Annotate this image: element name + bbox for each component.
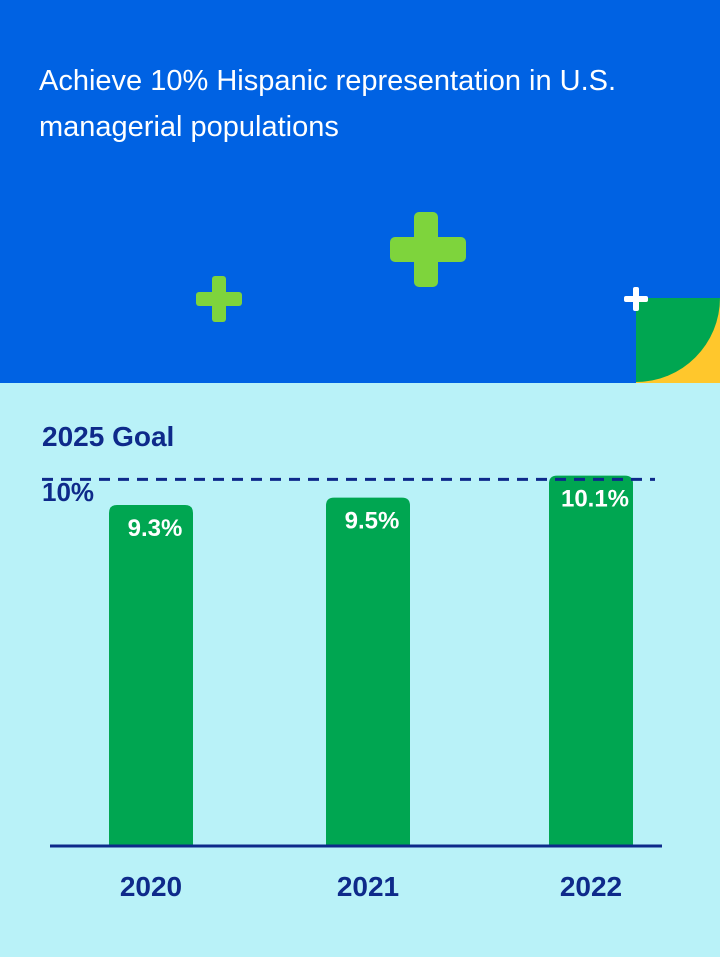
data-label-2022: 10.1%	[561, 486, 629, 513]
data-label-2020: 9.3%	[128, 515, 183, 542]
plus-icon	[196, 276, 242, 322]
plus-icon	[390, 212, 466, 287]
bar-2020	[109, 505, 193, 846]
data-label-2021: 9.5%	[345, 508, 400, 535]
page-title: Achieve 10% Hispanic representation in U…	[39, 65, 617, 143]
goal-label: 2025 Goal	[42, 421, 174, 452]
plus-icon	[624, 287, 648, 311]
goal-value-label: 10%	[42, 477, 94, 507]
x-tick-label-2021: 2021	[337, 871, 399, 902]
decorations	[196, 212, 720, 383]
bar-2021	[326, 497, 410, 846]
bar-2022	[549, 475, 633, 846]
chart-area: 2025 Goal 10% 9.3% 2020 9.5% 2021 10.1% 2022	[0, 383, 720, 952]
x-tick-label-2022: 2022	[560, 871, 622, 902]
corner-shape	[636, 298, 720, 383]
x-tick-label-2020: 2020	[120, 871, 182, 902]
bar-chart: 2025 Goal 10% 9.3% 2020 9.5% 2021 10.1% 2022	[42, 421, 662, 902]
header-banner: Achieve 10% Hispanic representation in U…	[0, 0, 720, 383]
